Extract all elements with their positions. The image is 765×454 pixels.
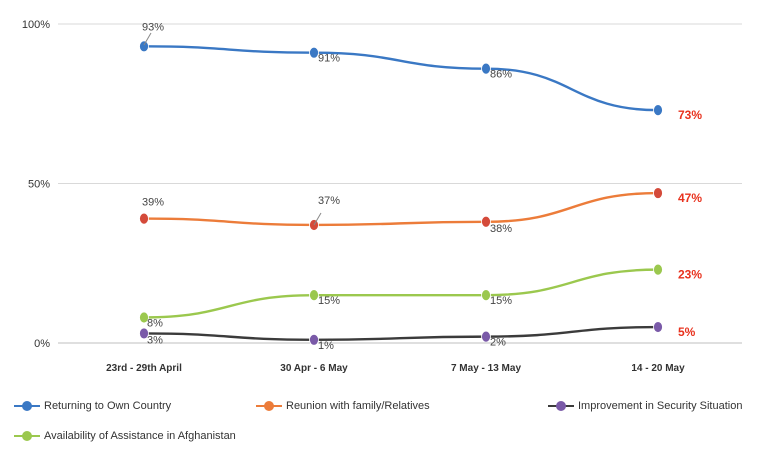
y-tick-label: 0% <box>34 338 50 350</box>
x-axis-ticks: 23rd - 29th April 30 Apr - 6 May 7 May - 1… <box>106 363 685 374</box>
data-point <box>481 330 491 343</box>
data-point <box>309 46 319 59</box>
x-tick-label: 23rd - 29th April <box>106 363 182 374</box>
legend-item-reunion: Reunion with family/Relatives <box>256 400 430 412</box>
legend-marker <box>14 430 40 442</box>
data-point <box>653 104 663 117</box>
y-tick-label: 50% <box>28 179 50 191</box>
x-tick-label: 7 May - 13 May <box>451 363 521 374</box>
series-line <box>143 268 659 319</box>
data-label: 15% <box>318 295 340 307</box>
series-line <box>143 191 659 227</box>
legend-marker <box>14 400 40 412</box>
data-point <box>481 289 491 302</box>
legend-label: Availability of Assistance in Afghanista… <box>44 430 236 442</box>
leader-line <box>313 212 322 226</box>
series-group <box>139 40 663 346</box>
legend-marker <box>256 400 282 412</box>
data-point <box>139 212 149 225</box>
data-label: 93% <box>142 21 164 33</box>
y-tick-label: 100% <box>22 19 50 31</box>
legend-marker <box>548 400 574 412</box>
series-line <box>143 325 659 342</box>
data-label: 37% <box>318 195 340 207</box>
line-chart: 0% 50% 100% 23rd - 29th April 30 Apr - 6 Ma… <box>22 19 742 374</box>
data-point <box>481 215 491 228</box>
data-point <box>653 263 663 276</box>
data-label: 91% <box>318 53 340 65</box>
data-label: 38% <box>490 223 512 235</box>
data-label: 47% <box>678 191 702 205</box>
data-label: 8% <box>147 317 163 329</box>
data-label: 23% <box>678 268 702 282</box>
legend-item-assistance: Availability of Assistance in Afghanista… <box>14 430 236 442</box>
legend-item-returning: Returning to Own Country <box>14 400 171 412</box>
x-tick-label: 30 Apr - 6 May <box>280 363 348 374</box>
data-label: 2% <box>490 337 506 349</box>
data-point <box>481 62 491 75</box>
leader-line <box>143 32 152 46</box>
data-label: 86% <box>490 69 512 81</box>
data-labels: 93% 91% 86% 73% 39% 37% 38% 47% 3% 1% 2% 5% 8% 15% 15%… <box>142 21 702 351</box>
data-label: 73% <box>678 108 702 122</box>
data-label: 39% <box>142 197 164 209</box>
data-point <box>309 333 319 346</box>
data-label: 5% <box>678 325 696 339</box>
series-line <box>143 45 659 112</box>
data-point <box>139 311 149 324</box>
legend-label: Improvement in Security Situation <box>578 400 743 412</box>
data-point <box>309 289 319 302</box>
legend-label: Reunion with family/Relatives <box>286 400 430 412</box>
legend-item-security: Improvement in Security Situation <box>548 400 742 412</box>
x-tick-label: 14 - 20 May <box>631 363 685 374</box>
data-point <box>139 40 149 53</box>
data-point <box>653 187 663 199</box>
y-axis-ticks: 0% 50% 100% <box>22 19 50 350</box>
data-point <box>139 327 149 340</box>
data-label: 3% <box>147 334 163 346</box>
data-label: 1% <box>318 340 334 352</box>
legend-label: Returning to Own Country <box>44 400 172 412</box>
data-point <box>653 321 663 333</box>
grid-lines <box>58 23 742 344</box>
data-label: 15% <box>490 295 512 307</box>
